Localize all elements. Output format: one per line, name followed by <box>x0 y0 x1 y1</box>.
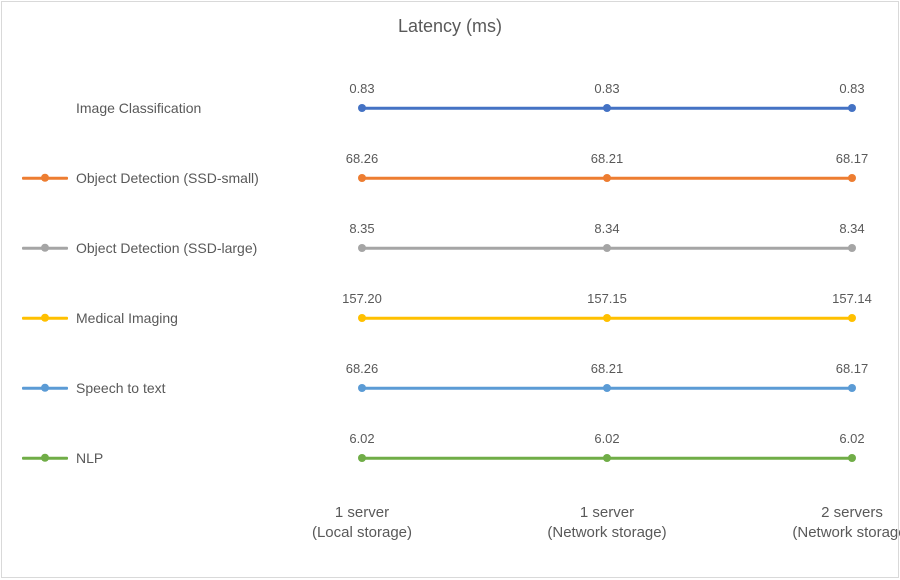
series-row-medical-imaging: Medical Imaging 157.20 157.15 157.14 <box>22 288 878 348</box>
data-point <box>848 384 856 392</box>
series-row-object-detection-large: Object Detection (SSD-large) 8.35 8.34 8… <box>22 218 878 278</box>
x-axis-label-line2: (Network storage) <box>517 523 697 543</box>
data-label: 68.17 <box>836 151 869 166</box>
legend-swatch <box>22 177 68 180</box>
data-label: 8.34 <box>594 221 619 236</box>
legend-swatch <box>22 387 68 390</box>
data-point <box>358 384 366 392</box>
data-point <box>848 314 856 322</box>
legend-label: Speech to text <box>76 380 166 396</box>
data-point <box>603 314 611 322</box>
data-label: 6.02 <box>349 431 374 446</box>
legend-label: Medical Imaging <box>76 310 178 326</box>
legend-swatch <box>22 457 68 460</box>
series-row-object-detection-small: Object Detection (SSD-small) 68.26 68.21… <box>22 148 878 208</box>
data-label: 157.15 <box>587 291 627 306</box>
legend-label: Object Detection (SSD-large) <box>76 240 257 256</box>
data-point <box>358 454 366 462</box>
data-point <box>603 244 611 252</box>
legend-label: NLP <box>76 450 103 466</box>
data-point <box>358 104 366 112</box>
x-axis-label-line2: (Local storage) <box>272 523 452 543</box>
data-label: 0.83 <box>349 81 374 96</box>
data-point <box>848 244 856 252</box>
data-point <box>848 174 856 182</box>
legend-swatch <box>22 317 68 320</box>
data-point <box>848 454 856 462</box>
series-row-nlp: NLP 6.02 6.02 6.02 <box>22 428 878 488</box>
chart-title: Latency (ms) <box>2 16 898 37</box>
latency-chart: Latency (ms) Image Classification 0.83 0… <box>1 1 899 578</box>
x-axis-label-line1: 1 server <box>272 503 452 523</box>
x-axis-label-line1: 1 server <box>517 503 697 523</box>
legend-label: Object Detection (SSD-small) <box>76 170 259 186</box>
data-label: 68.26 <box>346 361 379 376</box>
x-axis-label-line2: (Network storage) <box>762 523 900 543</box>
data-label: 0.83 <box>594 81 619 96</box>
plot-area: Image Classification 0.83 0.83 0.83 Obje… <box>22 62 878 497</box>
data-point <box>358 314 366 322</box>
data-point <box>848 104 856 112</box>
data-point <box>603 104 611 112</box>
x-axis-label: 1 server (Local storage) <box>272 503 452 544</box>
data-point <box>358 174 366 182</box>
data-point <box>358 244 366 252</box>
series-row-image-classification: Image Classification 0.83 0.83 0.83 <box>22 78 878 138</box>
data-label: 68.21 <box>591 151 624 166</box>
data-label: 8.34 <box>839 221 864 236</box>
data-point <box>603 454 611 462</box>
data-label: 6.02 <box>594 431 619 446</box>
data-label: 157.20 <box>342 291 382 306</box>
data-label: 68.26 <box>346 151 379 166</box>
legend-swatch <box>22 107 68 110</box>
data-label: 6.02 <box>839 431 864 446</box>
series-row-speech-to-text: Speech to text 68.26 68.21 68.17 <box>22 358 878 418</box>
x-axis-label: 2 servers (Network storage) <box>762 503 900 544</box>
data-label: 68.21 <box>591 361 624 376</box>
data-label: 0.83 <box>839 81 864 96</box>
data-label: 68.17 <box>836 361 869 376</box>
data-point <box>603 174 611 182</box>
data-point <box>603 384 611 392</box>
x-axis-label-line1: 2 servers <box>762 503 900 523</box>
legend-label: Image Classification <box>76 100 201 116</box>
x-axis-label: 1 server (Network storage) <box>517 503 697 544</box>
x-axis: 1 server (Local storage) 1 server (Netwo… <box>22 503 878 563</box>
data-label: 157.14 <box>832 291 872 306</box>
legend-swatch <box>22 247 68 250</box>
data-label: 8.35 <box>349 221 374 236</box>
